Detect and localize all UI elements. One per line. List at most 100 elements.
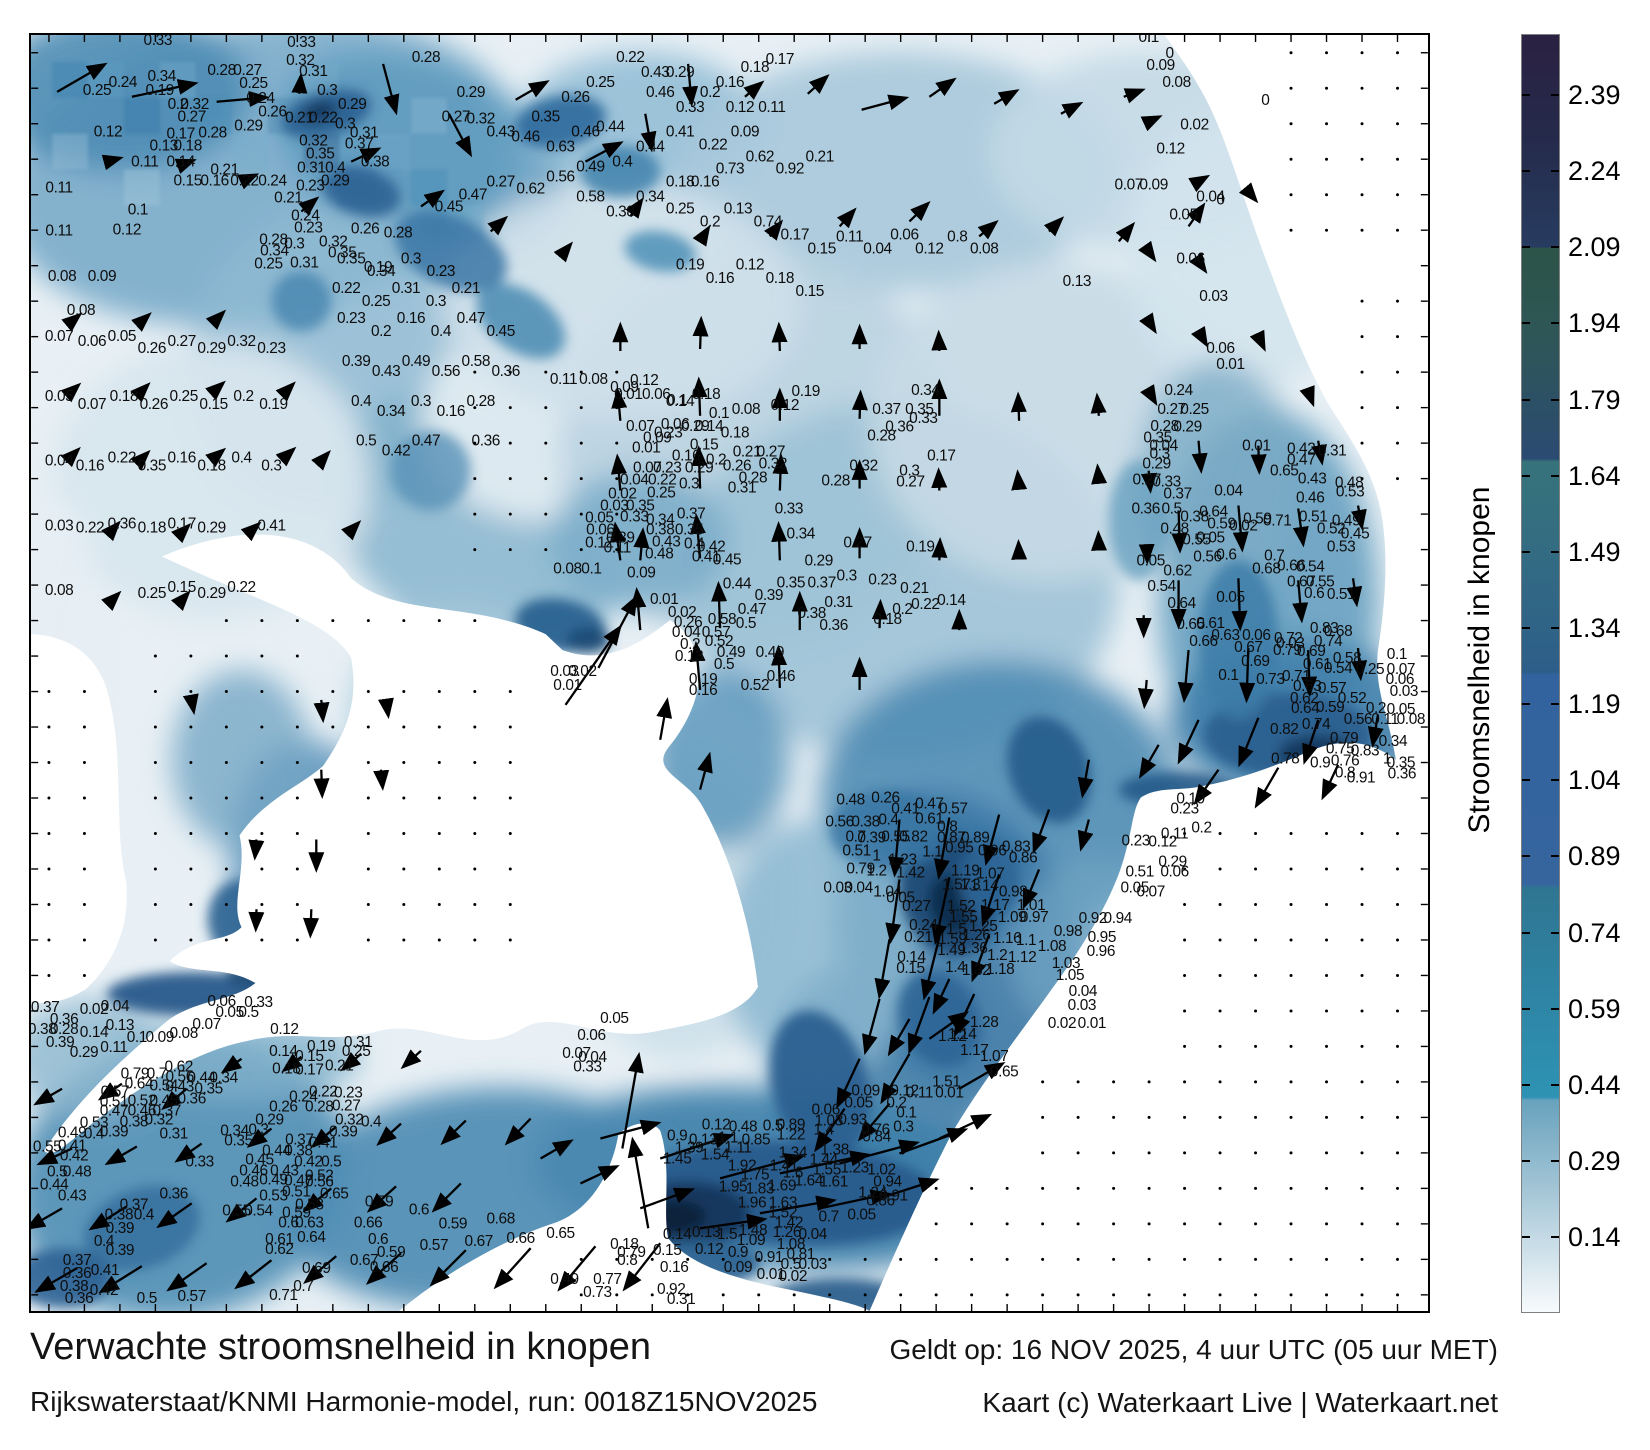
colorbar-tick xyxy=(1551,626,1559,629)
speed-label: 0.37 xyxy=(63,1252,91,1269)
speed-label: 0.67 xyxy=(465,1233,493,1250)
colorbar-tick xyxy=(1522,1159,1530,1162)
colorbar-tick xyxy=(1551,779,1559,782)
current-arrow xyxy=(871,598,888,629)
speed-label: 0.34 xyxy=(1379,733,1408,750)
speed-label: 0.16 xyxy=(689,682,717,699)
current-arrow xyxy=(771,644,788,688)
speed-label: 0.18 xyxy=(741,59,769,76)
speed-label: 0.32 xyxy=(319,233,347,250)
speed-label: 0.26 xyxy=(723,458,751,475)
current-arrow xyxy=(639,1187,696,1210)
speed-label: 0.43 xyxy=(641,64,669,81)
speed-label: 0.44 xyxy=(636,139,665,156)
current-arrow xyxy=(248,909,265,933)
speed-label: 0.04 xyxy=(45,453,74,470)
speed-label: 1.12 xyxy=(938,1028,966,1045)
speed-label: 1.02 xyxy=(867,1161,895,1178)
current-arrow xyxy=(553,241,573,263)
speed-label: 0.15 xyxy=(167,579,195,596)
speed-label: 0.31 xyxy=(667,1291,695,1308)
speed-label: 0.13 xyxy=(1063,273,1091,290)
speed-label: 0.34 xyxy=(636,188,665,205)
current-arrow xyxy=(771,521,788,561)
speed-label: 0.57 xyxy=(939,801,967,818)
speed-label: 0.18 xyxy=(721,425,749,442)
speed-label: 0.26 xyxy=(140,396,168,413)
current-arrow xyxy=(1090,392,1107,416)
speed-label: 0.8 xyxy=(937,819,957,836)
speed-label: 0.5 xyxy=(736,615,756,632)
speed-label: 1.44 xyxy=(809,1151,838,1168)
speed-label: 0.66 xyxy=(1277,557,1305,574)
current-arrow xyxy=(1321,764,1340,801)
speed-label: 1.55 xyxy=(812,1161,840,1178)
speed-label: 0.03 xyxy=(823,879,851,896)
speed-label: 0.64 xyxy=(125,1076,154,1093)
speed-label: 0.39 xyxy=(46,1034,74,1051)
speed-label: 0.57 xyxy=(177,1288,205,1305)
colorbar-tick xyxy=(1522,246,1530,249)
current-arrow xyxy=(622,1242,662,1292)
speed-label: 0.5 xyxy=(321,1153,341,1170)
speed-label: 0.52 xyxy=(1317,520,1345,537)
speed-label: 0.36 xyxy=(1388,766,1416,783)
speed-label: 1.4 xyxy=(814,1122,835,1139)
speed-label: 0.47 xyxy=(459,186,487,203)
current-arrow xyxy=(174,1142,203,1163)
speed-label: 0.09 xyxy=(627,564,655,581)
current-arrow xyxy=(205,380,226,401)
current-arrow xyxy=(579,1165,620,1185)
speed-label: 0.42 xyxy=(294,1153,322,1170)
speed-label: 0.79 xyxy=(1273,642,1301,659)
speed-label: 0.5 xyxy=(238,1004,258,1021)
speed-label: 0.26 xyxy=(258,104,286,121)
speed-label: 0.36 xyxy=(50,1011,78,1028)
speed-label: 0.37 xyxy=(677,505,705,522)
speed-label: 1.69 xyxy=(768,1177,796,1194)
speed-label: 1.1 xyxy=(718,1130,738,1147)
copyright: Kaart (c) Waterkaart Live | Waterkaart.n… xyxy=(982,1387,1498,1418)
speed-label: 0.18 xyxy=(173,138,201,155)
speed-label: 0.31 xyxy=(299,63,327,80)
speed-label: 0.79 xyxy=(617,1244,645,1261)
speed-label: 0.05 xyxy=(886,889,914,906)
current-arrow xyxy=(597,594,638,669)
colorbar-tick xyxy=(1522,1007,1530,1010)
speed-label: 0.68 xyxy=(486,1210,514,1227)
speed-label: 0.35 xyxy=(224,1133,252,1150)
speed-label: 0.1 xyxy=(709,405,729,422)
speed-label: 0.19 xyxy=(307,1038,335,1055)
speed-label: 0.12 xyxy=(94,124,122,141)
current-arrow xyxy=(313,769,330,800)
current-arrow xyxy=(1190,325,1209,348)
speed-label: 0.56 xyxy=(165,1069,193,1086)
current-arrow xyxy=(1011,469,1028,491)
speed-label: 0.58 xyxy=(462,353,490,370)
speed-label: 0.45 xyxy=(486,323,514,340)
speed-label: 1.1 xyxy=(1016,932,1036,949)
speed-label: 0.36 xyxy=(160,1185,188,1202)
speed-label: 0.29 xyxy=(666,64,694,81)
colorbar-tick xyxy=(1551,322,1559,325)
speed-label: 1.12 xyxy=(1008,949,1036,966)
speed-label: 0.38 xyxy=(851,814,879,831)
speed-label: 0.2 xyxy=(233,388,253,405)
speed-label: 1.08 xyxy=(1038,938,1066,955)
current-arrow xyxy=(888,819,905,878)
colorbar-value-label: 0.74 xyxy=(1568,917,1621,948)
current-arrow xyxy=(627,1136,650,1229)
current-arrow xyxy=(130,382,151,403)
current-arrow xyxy=(874,938,891,1000)
speed-label: 0.36 xyxy=(63,1265,91,1282)
speed-label: 0.03 xyxy=(1068,997,1096,1014)
speed-label: 0.29 xyxy=(255,1112,283,1129)
speed-label: 1.32 xyxy=(962,962,990,979)
speed-label: 0.46 xyxy=(1296,490,1324,507)
speed-label: 0 xyxy=(1261,92,1269,109)
speed-label: 0.37 xyxy=(153,1103,181,1120)
speed-label: 0.2 xyxy=(700,213,720,230)
current-arrow xyxy=(557,1245,597,1292)
colorbar-value-label: 1.19 xyxy=(1568,689,1621,720)
speed-label: 0.04 xyxy=(578,1049,607,1066)
